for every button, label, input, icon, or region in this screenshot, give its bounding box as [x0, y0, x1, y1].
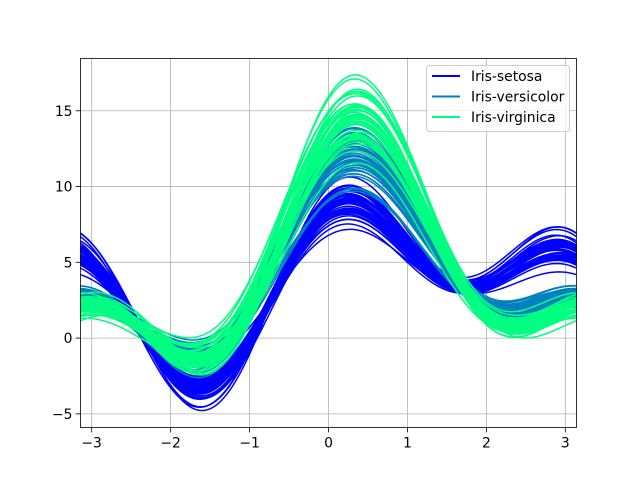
andrews-curve-iris-virginica	[80, 138, 577, 348]
x-tick-label: 1	[403, 436, 412, 452]
x-tick-label: −1	[239, 436, 259, 452]
legend-box	[426, 65, 570, 132]
x-tick-label: −2	[160, 436, 180, 452]
x-tick-label: −3	[81, 436, 101, 452]
andrews-curve-iris-setosa	[80, 194, 577, 395]
ticks: −3 −2 −1 0 1 2 3 −5 0 5 10 15	[52, 104, 570, 452]
legend-label: Iris-versicolor	[471, 90, 565, 106]
andrews-curve-iris-virginica	[80, 78, 577, 372]
andrews-curve-iris-virginica	[80, 133, 577, 368]
andrews-curve-iris-setosa	[80, 205, 577, 386]
legend-label: Iris-virginica	[471, 110, 556, 126]
andrews-curve-iris-setosa	[80, 184, 577, 408]
y-tick-label: 0	[64, 331, 73, 347]
andrews-curve-iris-setosa	[80, 211, 577, 388]
andrews-curve-iris-virginica	[80, 135, 577, 359]
y-tick-label: −5	[52, 407, 72, 423]
legend-label: Iris-setosa	[471, 69, 542, 85]
x-tick-label: 0	[324, 436, 333, 452]
y-tick-label: 5	[64, 255, 73, 271]
andrews-curve-iris-virginica	[80, 123, 577, 361]
legend: Iris-setosa Iris-versicolor Iris-virginica	[426, 65, 570, 132]
x-tick-label: 2	[482, 436, 491, 452]
curves	[80, 74, 577, 412]
y-tick-label: 10	[55, 180, 73, 196]
y-tick-label: 15	[55, 104, 73, 120]
x-tick-label: 3	[561, 436, 570, 452]
